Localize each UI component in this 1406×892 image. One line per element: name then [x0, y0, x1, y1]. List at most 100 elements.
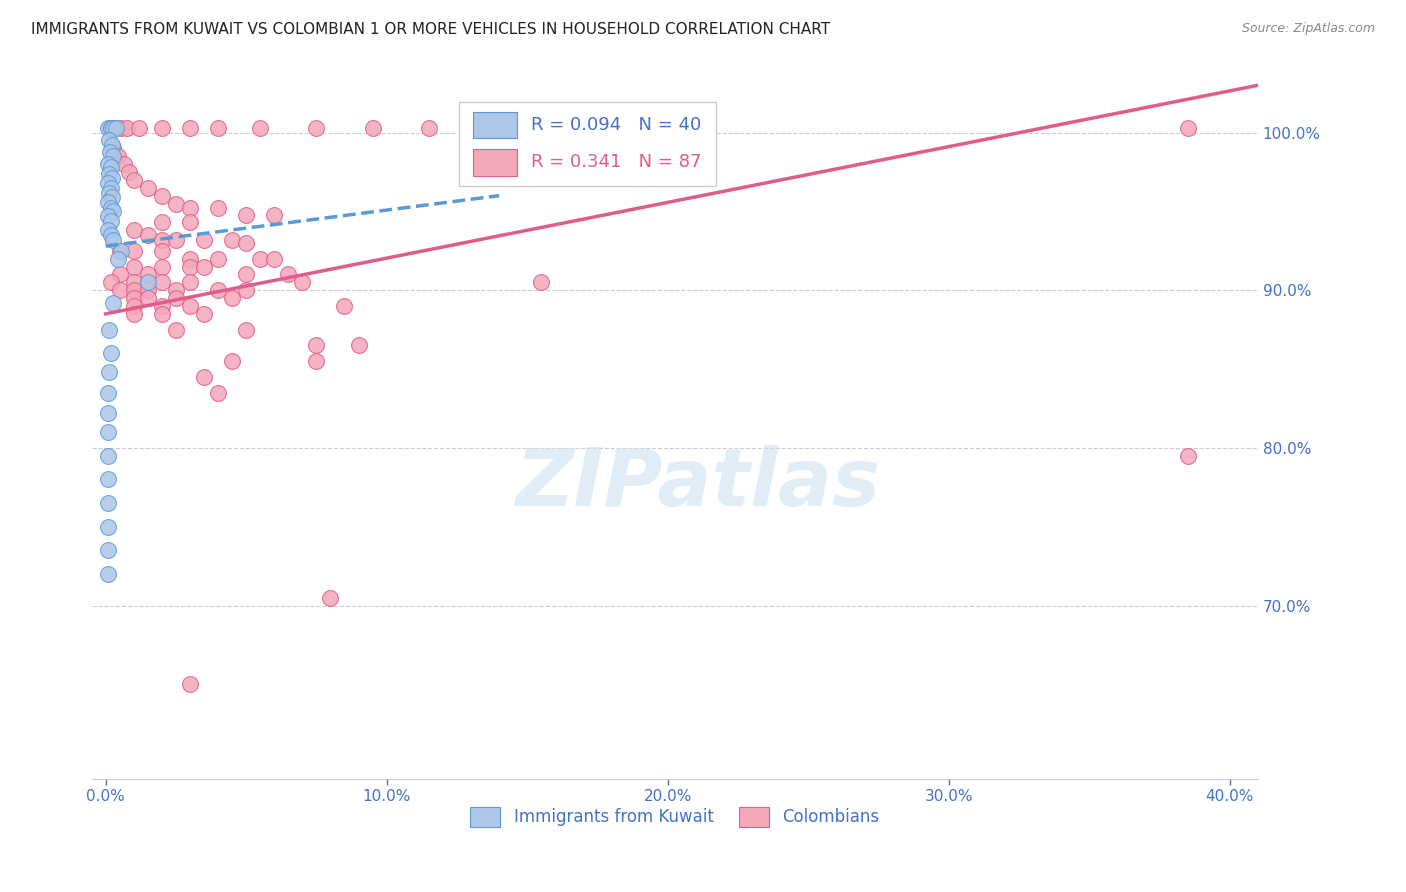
Point [98, 323, 121, 337]
Point [179, 276, 201, 290]
Point [110, 244, 132, 258]
Point [136, 291, 159, 305]
Point [101, 141, 124, 155]
Point [150, 188, 173, 202]
Point [179, 201, 201, 215]
Point [128, 120, 150, 135]
Point [97, 449, 120, 463]
Point [97, 209, 120, 223]
Point [179, 120, 201, 135]
Point [122, 244, 145, 258]
Point [305, 354, 328, 368]
Point [361, 120, 384, 135]
FancyBboxPatch shape [472, 112, 517, 138]
Point [97, 496, 120, 510]
Point [104, 120, 127, 135]
Point [347, 338, 370, 352]
Point [150, 215, 173, 229]
Point [115, 120, 138, 135]
Point [179, 252, 201, 266]
Text: R = 0.094   N = 40: R = 0.094 N = 40 [531, 116, 702, 134]
Point [474, 120, 496, 135]
Point [122, 283, 145, 297]
Point [150, 244, 173, 258]
Point [98, 186, 121, 200]
Point [249, 252, 271, 266]
Text: IMMIGRANTS FROM KUWAIT VS COLOMBIAN 1 OR MORE VEHICLES IN HOUSEHOLD CORRELATION : IMMIGRANTS FROM KUWAIT VS COLOMBIAN 1 OR… [31, 22, 830, 37]
Point [207, 201, 229, 215]
Point [179, 260, 201, 274]
Point [136, 228, 159, 243]
Point [319, 591, 342, 605]
Point [136, 268, 159, 282]
Point [150, 260, 173, 274]
Point [108, 244, 131, 258]
Point [165, 291, 187, 305]
Point [97, 425, 120, 439]
Point [122, 307, 145, 321]
FancyBboxPatch shape [472, 149, 517, 176]
Point [530, 276, 553, 290]
Point [235, 283, 257, 297]
Point [98, 120, 121, 135]
Point [100, 346, 122, 360]
Point [100, 201, 122, 215]
Legend: Immigrants from Kuwait, Colombians: Immigrants from Kuwait, Colombians [464, 800, 886, 834]
Point [179, 215, 201, 229]
Point [136, 181, 159, 195]
Point [100, 120, 122, 135]
Point [98, 365, 121, 379]
Point [418, 120, 440, 135]
Point [1177, 120, 1199, 135]
Point [97, 176, 120, 190]
Point [97, 543, 120, 558]
Point [97, 120, 120, 135]
Point [136, 283, 159, 297]
Point [97, 385, 120, 400]
Point [305, 120, 328, 135]
Point [150, 299, 173, 313]
Point [235, 235, 257, 250]
Point [103, 120, 125, 135]
Point [97, 472, 120, 486]
Point [1177, 449, 1199, 463]
Point [207, 120, 229, 135]
Point [193, 370, 215, 384]
Point [193, 233, 215, 247]
Point [305, 338, 328, 352]
Point [221, 291, 243, 305]
Point [100, 214, 122, 228]
Point [101, 171, 124, 186]
Point [103, 233, 125, 247]
Point [235, 208, 257, 222]
Point [122, 291, 145, 305]
Point [291, 276, 314, 290]
Text: ZIPatlas: ZIPatlas [516, 445, 880, 524]
Point [179, 299, 201, 313]
Point [101, 149, 124, 163]
Point [122, 299, 145, 313]
Point [165, 323, 187, 337]
Point [221, 233, 243, 247]
Point [150, 276, 173, 290]
Point [97, 194, 120, 209]
Point [97, 406, 120, 420]
Point [98, 134, 121, 148]
Point [100, 228, 122, 243]
Point [333, 299, 356, 313]
Point [97, 157, 120, 171]
Point [100, 161, 122, 175]
Point [97, 519, 120, 533]
Point [165, 233, 187, 247]
Point [98, 145, 121, 159]
Point [101, 190, 124, 204]
Point [277, 268, 299, 282]
Point [150, 120, 173, 135]
Point [100, 181, 122, 195]
Point [100, 276, 122, 290]
Point [165, 196, 187, 211]
Point [150, 233, 173, 247]
Point [235, 323, 257, 337]
Point [105, 120, 128, 135]
Point [103, 204, 125, 219]
